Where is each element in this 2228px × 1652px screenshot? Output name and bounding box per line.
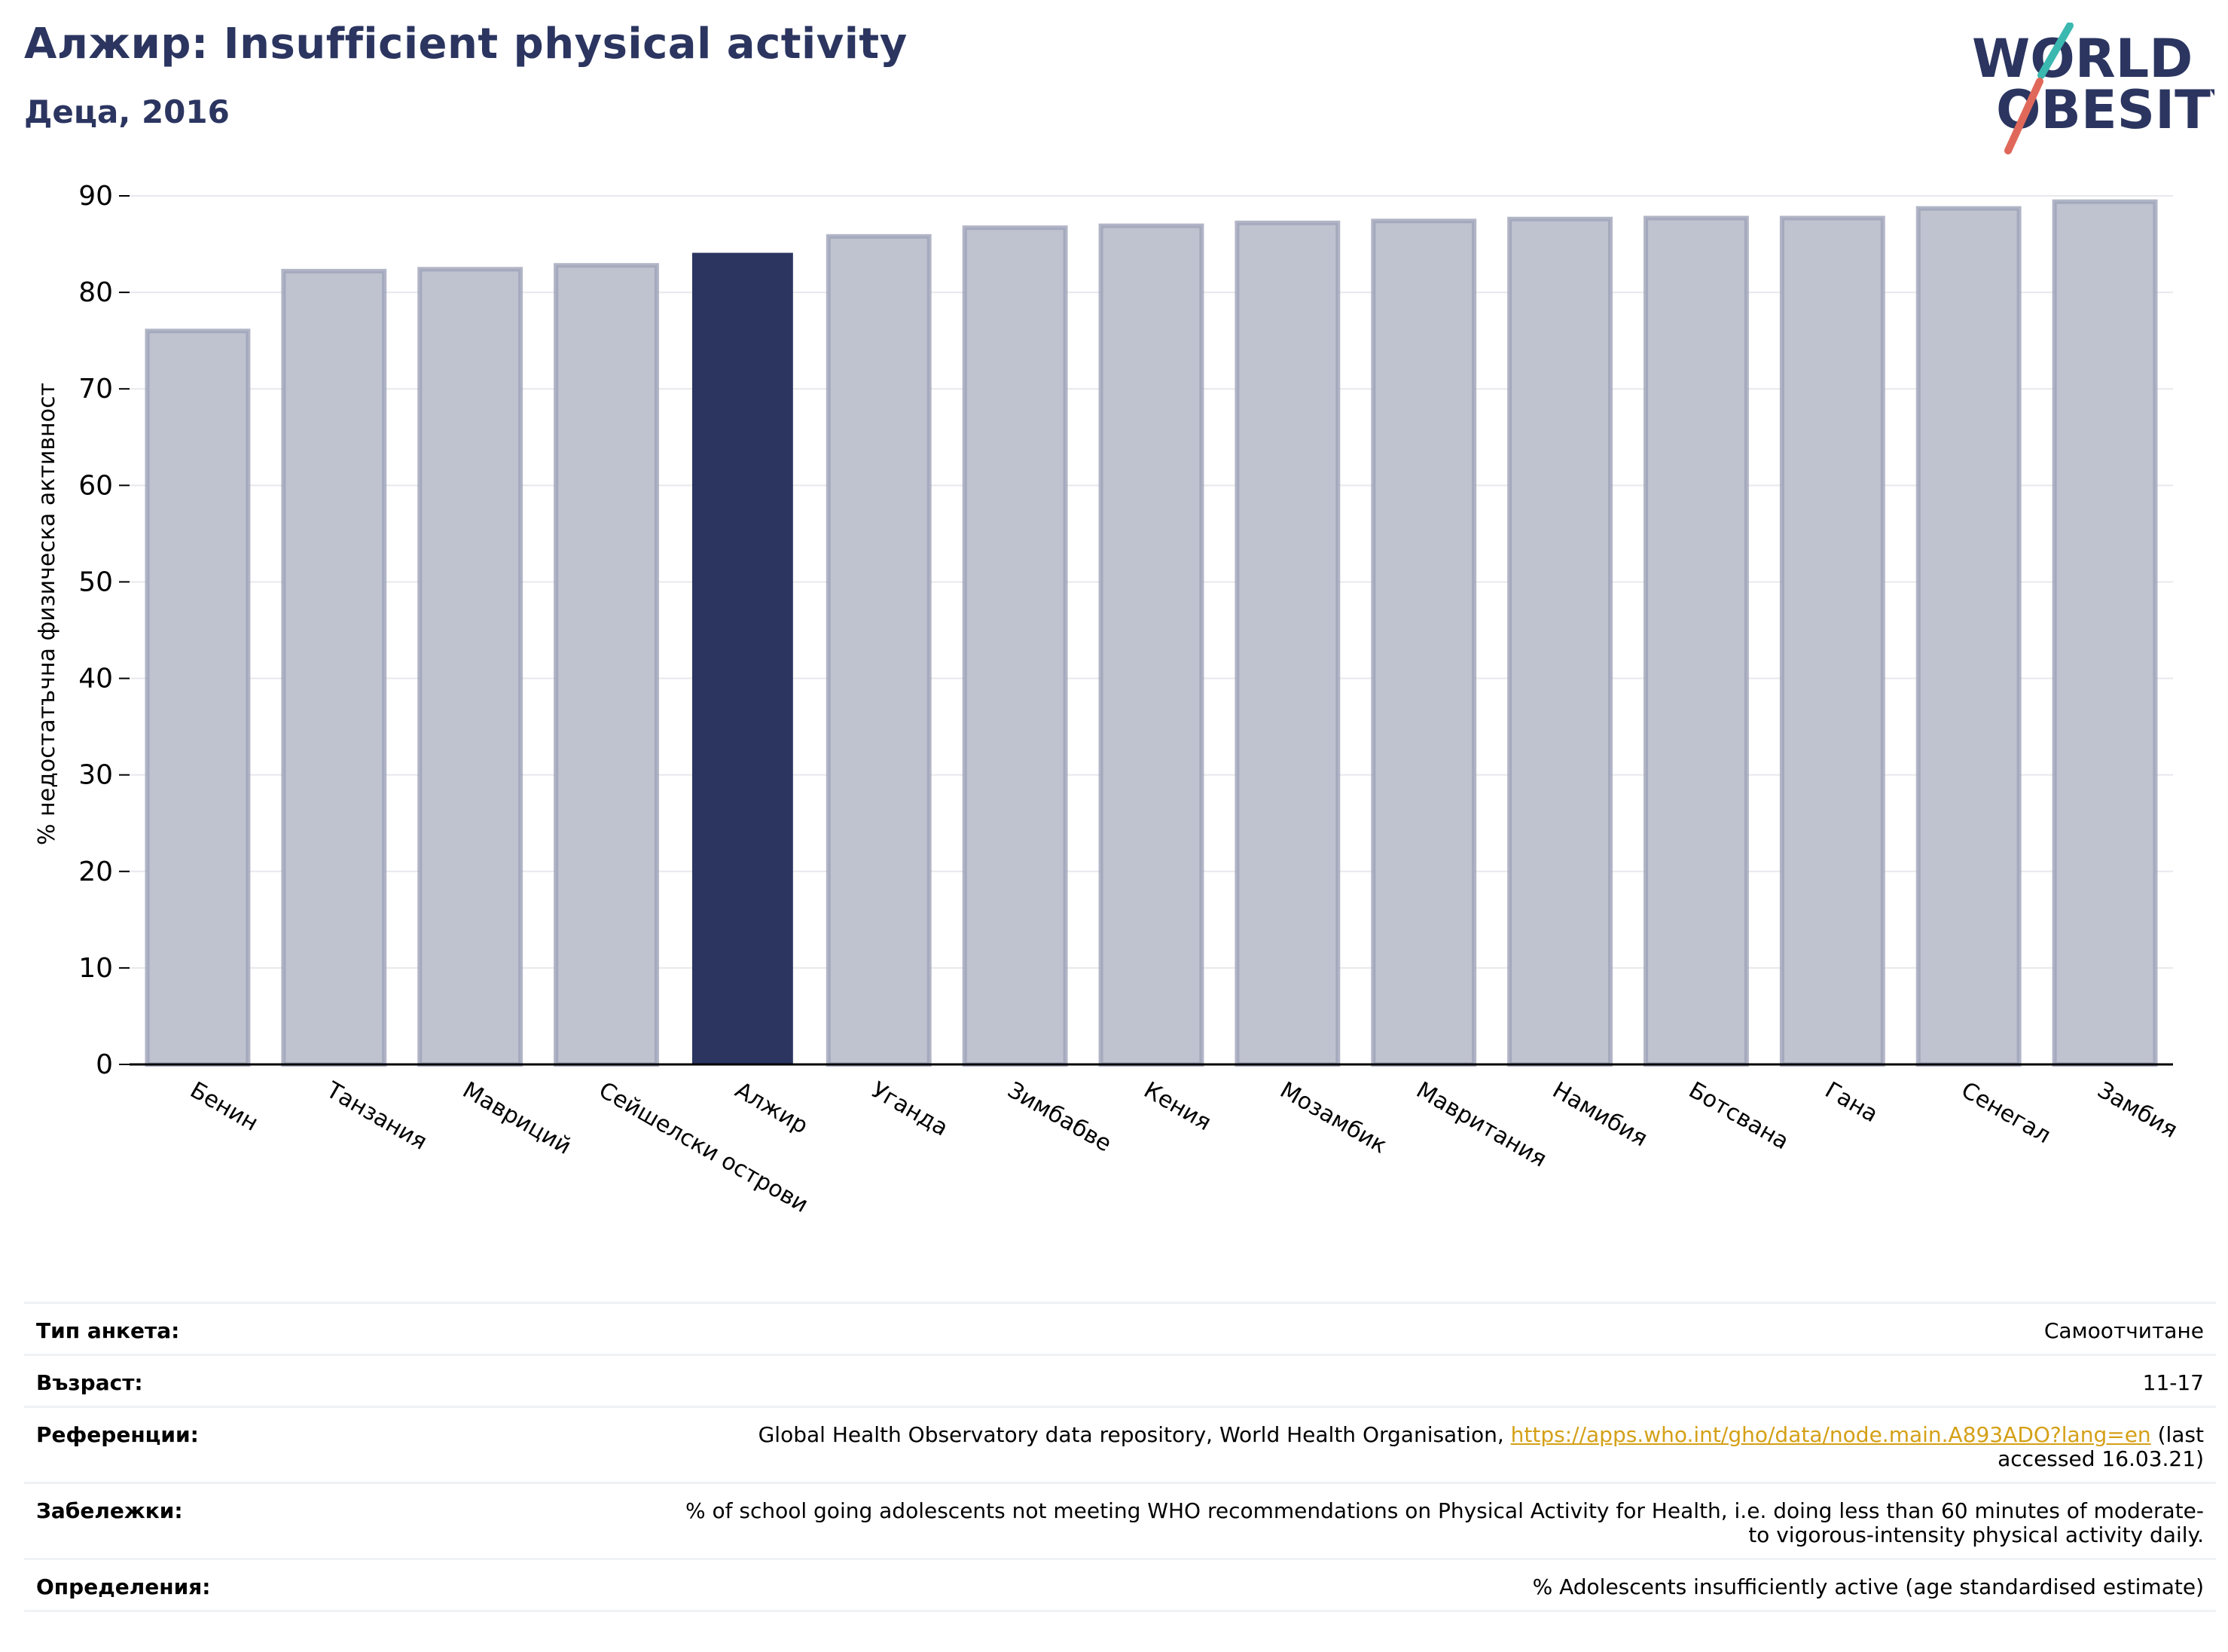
x-tick-label: Бенин: [185, 1077, 262, 1137]
bar: [1235, 220, 1341, 1067]
x-tick-label: Алжир: [731, 1077, 813, 1140]
bar: [1915, 206, 2022, 1067]
info-row-notes: Забележки: % of school going adolescents…: [24, 1482, 2216, 1558]
x-tick-label: Зимбабве: [1003, 1077, 1116, 1158]
x-tick-label: Ботсвана: [1684, 1077, 1793, 1156]
info-row-survey-type: Тип анкета: Самоотчитане: [24, 1302, 2216, 1354]
chart-subtitle: Деца, 2016: [24, 93, 230, 130]
x-tick-label: Уганда: [867, 1077, 953, 1142]
info-table: Тип анкета: Самоотчитане Възраст: 11-17 …: [24, 1302, 2216, 1612]
references-suffix: (last accessed 16.03.21): [1998, 1422, 2204, 1471]
bar: [2052, 199, 2158, 1067]
x-tick-label: Мозамбик: [1275, 1077, 1391, 1159]
bar: [1644, 215, 1749, 1067]
references-prefix: Global Health Observatory data repositor…: [758, 1422, 1511, 1447]
y-tick-label: 10: [78, 953, 113, 984]
bar: [691, 252, 793, 1064]
info-row-age: Възраст: 11-17: [24, 1354, 2216, 1406]
x-tick-label: Мавритания: [1412, 1077, 1551, 1173]
x-tick-label: Замбия: [2093, 1077, 2182, 1144]
notes-label: Забележки:: [36, 1498, 183, 1523]
bar: [1779, 215, 1885, 1067]
age-label: Възраст:: [36, 1370, 143, 1395]
x-tick-label: Кения: [1140, 1077, 1216, 1137]
definitions-label: Определения:: [36, 1574, 211, 1599]
x-tick-label: Намибия: [1548, 1077, 1652, 1153]
y-tick-label: 90: [78, 181, 113, 212]
y-tick-label: 70: [78, 374, 113, 405]
survey-type-value: Самоотчитане: [2043, 1318, 2204, 1343]
references-value: Global Health Observatory data repositor…: [682, 1423, 2204, 1471]
bar: [1098, 223, 1204, 1067]
logo-slash-coral: [2004, 78, 2043, 154]
bar: [417, 267, 523, 1067]
x-tick-label: Гана: [1821, 1077, 1882, 1128]
x-tick-label: Мавриций: [458, 1077, 575, 1160]
world-obesity-logo: WORLD OBESITY: [1972, 23, 2214, 154]
bars: [145, 199, 2158, 1067]
references-link[interactable]: https://apps.who.int/gho/data/node.main.…: [1510, 1422, 2151, 1447]
x-tick-label: Сенегал: [1957, 1077, 2056, 1150]
survey-type-label: Тип анкета:: [36, 1318, 180, 1343]
references-label: Референции:: [36, 1422, 199, 1447]
bar: [145, 328, 251, 1067]
notes-value: % of school going adolescents not meetin…: [685, 1498, 2204, 1547]
y-tick-label: 30: [78, 760, 113, 791]
chart-title: Алжир: Insufficient physical activity: [24, 20, 908, 69]
definitions-value: % Adolescents insufficiently active (age…: [1532, 1574, 2204, 1599]
bar: [1507, 216, 1613, 1067]
bar: [554, 263, 659, 1067]
bar: [826, 234, 932, 1067]
age-value: 11-17: [2142, 1370, 2204, 1395]
logo-word-world: WORLD: [1972, 28, 2193, 90]
y-tick-label: 0: [96, 1049, 113, 1080]
info-row-references: Референции: Global Health Observatory da…: [24, 1406, 2216, 1482]
logo-slash-teal: [2037, 23, 2074, 79]
y-axis-label: % недостатъчна физическа активност: [34, 383, 60, 845]
info-row-definitions: Определения: % Adolescents insufficientl…: [24, 1558, 2216, 1612]
bar-chart: 0 10 20 30 40 50 60 70 80 90 Бенин Танзания Мавриций…: [34, 181, 2182, 1218]
y-tick-label: 40: [78, 664, 113, 695]
y-tick-label: 50: [78, 566, 113, 597]
y-tick-label: 20: [78, 857, 113, 887]
y-tick-label: 60: [78, 470, 113, 501]
bar: [962, 225, 1068, 1067]
x-tick-label: Танзания: [321, 1076, 431, 1156]
bar: [1371, 218, 1477, 1067]
bar: [281, 268, 387, 1067]
y-tick-label: 80: [78, 277, 113, 308]
